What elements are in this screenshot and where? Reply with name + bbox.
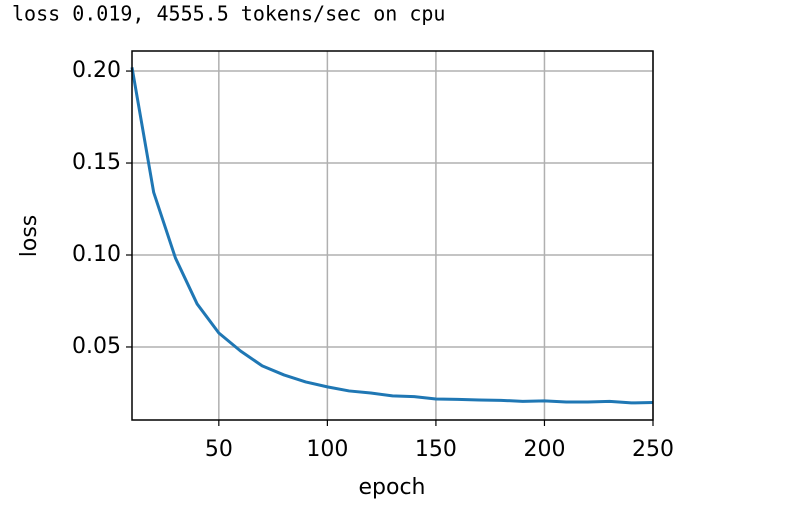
x-tick-label: 100 <box>306 437 348 462</box>
y-tick-label: 0.10 <box>72 242 121 267</box>
loss-line <box>130 67 654 405</box>
y-tick-label: 0.15 <box>72 150 121 175</box>
x-tick-label: 250 <box>632 437 674 462</box>
chart-title: loss 0.019, 4555.5 tokens/sec on cpu <box>12 2 445 26</box>
x-axis-label: epoch <box>359 475 426 500</box>
x-tick-label: 150 <box>415 437 457 462</box>
y-tick-label: 0.20 <box>72 58 121 83</box>
y-axis-label: loss <box>17 215 42 258</box>
y-tick-label: 0.05 <box>72 334 121 359</box>
x-tick-label: 50 <box>205 437 233 462</box>
plot-frame <box>131 50 654 421</box>
x-tick-label: 200 <box>523 437 565 462</box>
